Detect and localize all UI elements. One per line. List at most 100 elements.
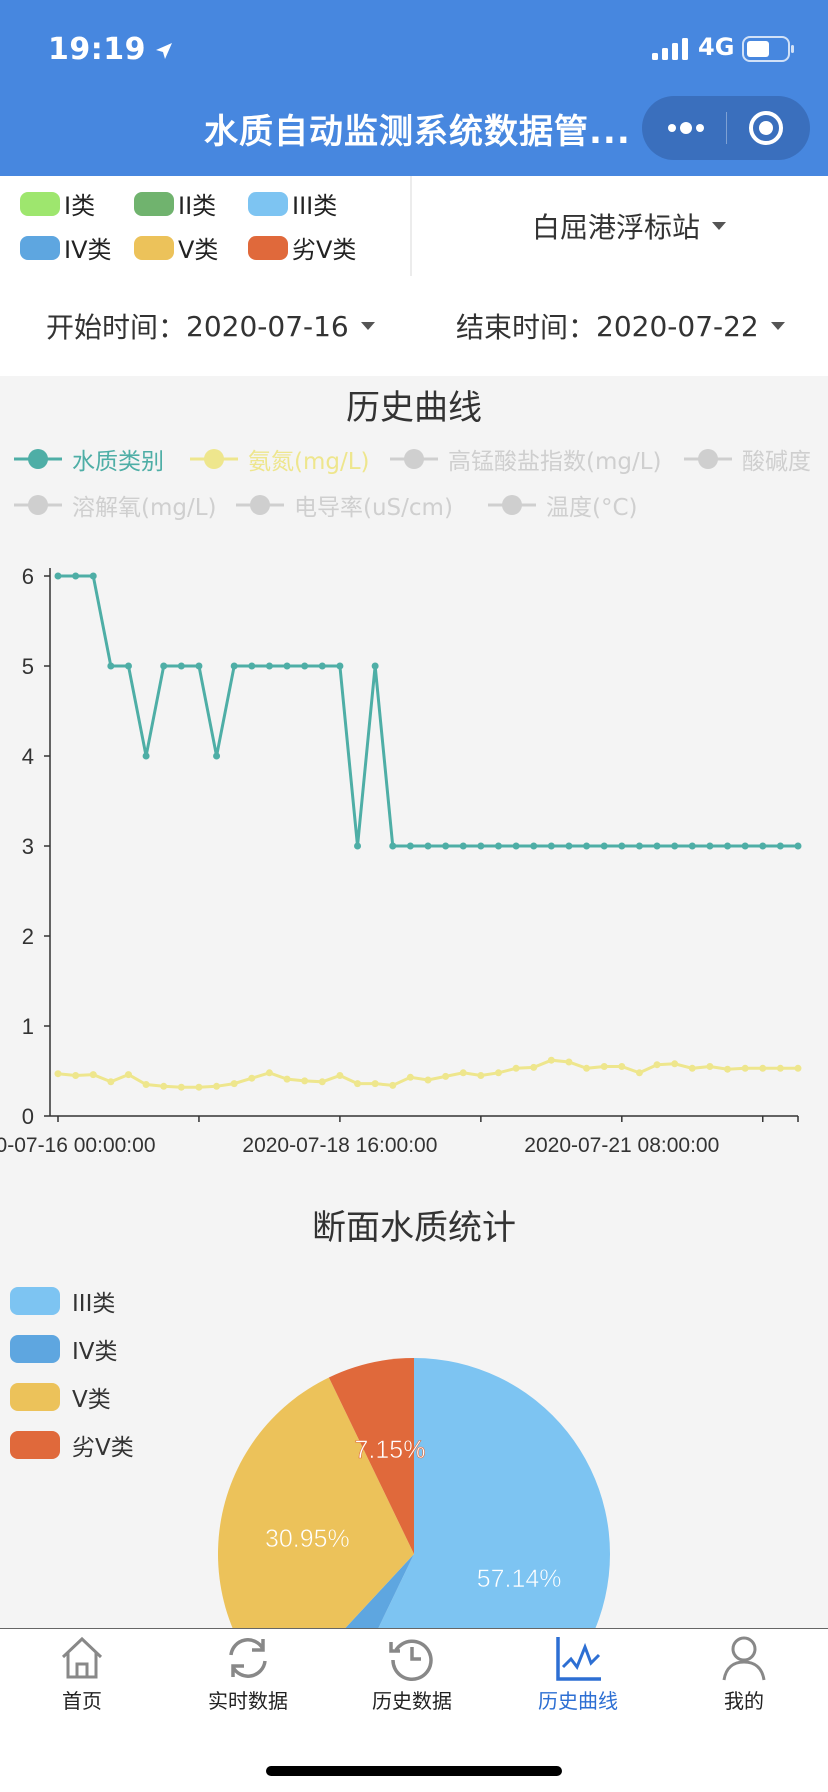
data-point bbox=[776, 1064, 784, 1072]
end-date-picker[interactable]: 结束时间： 2020-07-22 bbox=[456, 306, 785, 346]
data-point bbox=[160, 1082, 168, 1090]
data-point bbox=[565, 842, 573, 850]
line-legend-item[interactable]: 水质类别 bbox=[14, 442, 164, 476]
line-legend-item[interactable]: 溶解氧(mg/L) bbox=[14, 488, 217, 522]
caret-down-icon bbox=[360, 322, 375, 330]
line-legend-label: 温度(°C) bbox=[546, 495, 638, 521]
data-point bbox=[248, 662, 256, 670]
data-point bbox=[776, 842, 784, 850]
pie-label: 7.15% bbox=[355, 1436, 426, 1464]
line-legend-label: 高锰酸盐指数(mg/L) bbox=[448, 449, 662, 475]
data-point bbox=[124, 1071, 132, 1079]
line-chart-title: 历史曲线 bbox=[346, 388, 482, 428]
data-point bbox=[389, 842, 397, 850]
line-legend-item[interactable]: 高锰酸盐指数(mg/L) bbox=[390, 442, 662, 476]
data-point bbox=[213, 1082, 221, 1090]
data-point bbox=[213, 752, 221, 760]
data-point bbox=[600, 1063, 608, 1070]
data-point bbox=[177, 1083, 185, 1091]
start-date-picker[interactable]: 开始时间： 2020-07-16 bbox=[46, 306, 375, 346]
caret-down-icon bbox=[712, 222, 727, 230]
x-tick-label: 2020-07-18 16:00:00 bbox=[242, 1134, 437, 1157]
status-time: 19:19 bbox=[48, 32, 174, 67]
legend-class-4: IV类 bbox=[20, 230, 112, 265]
data-point bbox=[318, 1078, 326, 1086]
more-icon[interactable] bbox=[664, 114, 708, 142]
line-legend-item[interactable]: 氨氮(mg/L) bbox=[190, 442, 370, 476]
legend-label: III类 bbox=[292, 192, 338, 220]
data-point bbox=[160, 662, 168, 670]
pie-legend-item[interactable]: IV类 bbox=[10, 1332, 118, 1366]
y-tick-label: 4 bbox=[22, 744, 34, 769]
data-point bbox=[406, 1073, 414, 1081]
tab-home[interactable]: 首页 bbox=[22, 1629, 142, 1739]
tab-history-curve[interactable]: 历史曲线 bbox=[518, 1629, 638, 1739]
series-line bbox=[58, 574, 798, 848]
pie-legend-label: III类 bbox=[72, 1291, 116, 1317]
data-point bbox=[354, 1080, 362, 1088]
data-point bbox=[124, 662, 132, 670]
pie-legend-item[interactable]: V类 bbox=[10, 1380, 111, 1414]
signal-icon bbox=[652, 38, 688, 60]
data-point bbox=[477, 1072, 485, 1079]
home-icon bbox=[61, 1636, 103, 1679]
legend-marker-icon bbox=[488, 495, 536, 515]
line-legend-item[interactable]: 电导率(uS/cm) bbox=[236, 488, 453, 522]
data-point bbox=[635, 1069, 643, 1077]
tab-mine[interactable]: 我的 bbox=[684, 1629, 804, 1739]
y-tick-label: 6 bbox=[22, 564, 34, 589]
line-legend-item[interactable]: 酸碱度 bbox=[684, 442, 811, 476]
pie-legend-item[interactable]: 劣V类 bbox=[10, 1428, 134, 1462]
legend-class-2: II类 bbox=[134, 186, 216, 221]
pie-chart: 57.14% 30.95% 7.15% bbox=[218, 1358, 610, 1630]
data-point bbox=[265, 662, 273, 670]
data-point bbox=[512, 842, 520, 850]
legend-class-3: III类 bbox=[248, 186, 337, 221]
legend-swatch bbox=[20, 191, 60, 216]
y-tick-label: 5 bbox=[22, 654, 34, 679]
line-legend-item[interactable]: 温度(°C) bbox=[488, 488, 638, 522]
panel-divider bbox=[410, 176, 412, 276]
end-date-label: 结束时间： bbox=[456, 311, 597, 344]
battery-icon bbox=[742, 36, 794, 62]
legend-swatch bbox=[20, 235, 60, 260]
data-point bbox=[741, 842, 749, 850]
line-legend-label: 水质类别 bbox=[72, 449, 164, 475]
data-point bbox=[354, 842, 362, 850]
tab-history-data[interactable]: 历史数据 bbox=[352, 1629, 472, 1739]
data-point bbox=[72, 572, 80, 580]
filter-panel: I类 II类 III类 IV类 V类 劣V类 白屈港浮标站 开始时间： bbox=[0, 176, 828, 376]
data-point bbox=[230, 662, 238, 670]
line-legend-label: 酸碱度 bbox=[742, 449, 811, 475]
tab-realtime[interactable]: 实时数据 bbox=[188, 1629, 308, 1739]
legend-swatch bbox=[248, 191, 288, 216]
legend-marker-icon bbox=[684, 449, 732, 469]
pie-legend-item[interactable]: III类 bbox=[10, 1284, 115, 1318]
data-point bbox=[530, 1063, 538, 1071]
refresh-icon bbox=[229, 1638, 267, 1678]
legend-swatch bbox=[134, 235, 174, 260]
nav-header: 19:19 4G 水质自动监测系统数据管... bbox=[0, 0, 828, 176]
user-icon bbox=[722, 1636, 766, 1681]
pie-legend-label: V类 bbox=[72, 1387, 111, 1413]
data-point bbox=[477, 842, 485, 850]
station-picker[interactable]: 白屈港浮标站 bbox=[532, 206, 727, 246]
close-target-icon[interactable] bbox=[746, 108, 786, 148]
end-date-value: 2020-07-22 bbox=[596, 309, 759, 343]
y-tick-label: 0 bbox=[22, 1104, 34, 1129]
data-point bbox=[424, 842, 432, 850]
data-point bbox=[336, 662, 344, 670]
x-tick-label: 2020-07-21 08:00:00 bbox=[524, 1134, 719, 1157]
status-time-text: 19:19 bbox=[48, 32, 146, 67]
legend-marker-icon bbox=[14, 495, 62, 515]
data-point bbox=[706, 842, 714, 850]
data-point bbox=[371, 1080, 379, 1088]
pie-label: 57.14% bbox=[477, 1565, 562, 1593]
data-point bbox=[72, 1072, 80, 1079]
data-point bbox=[653, 1061, 661, 1069]
data-point bbox=[54, 572, 62, 580]
data-point bbox=[283, 1075, 291, 1083]
data-point bbox=[794, 842, 802, 850]
data-point bbox=[406, 842, 414, 850]
